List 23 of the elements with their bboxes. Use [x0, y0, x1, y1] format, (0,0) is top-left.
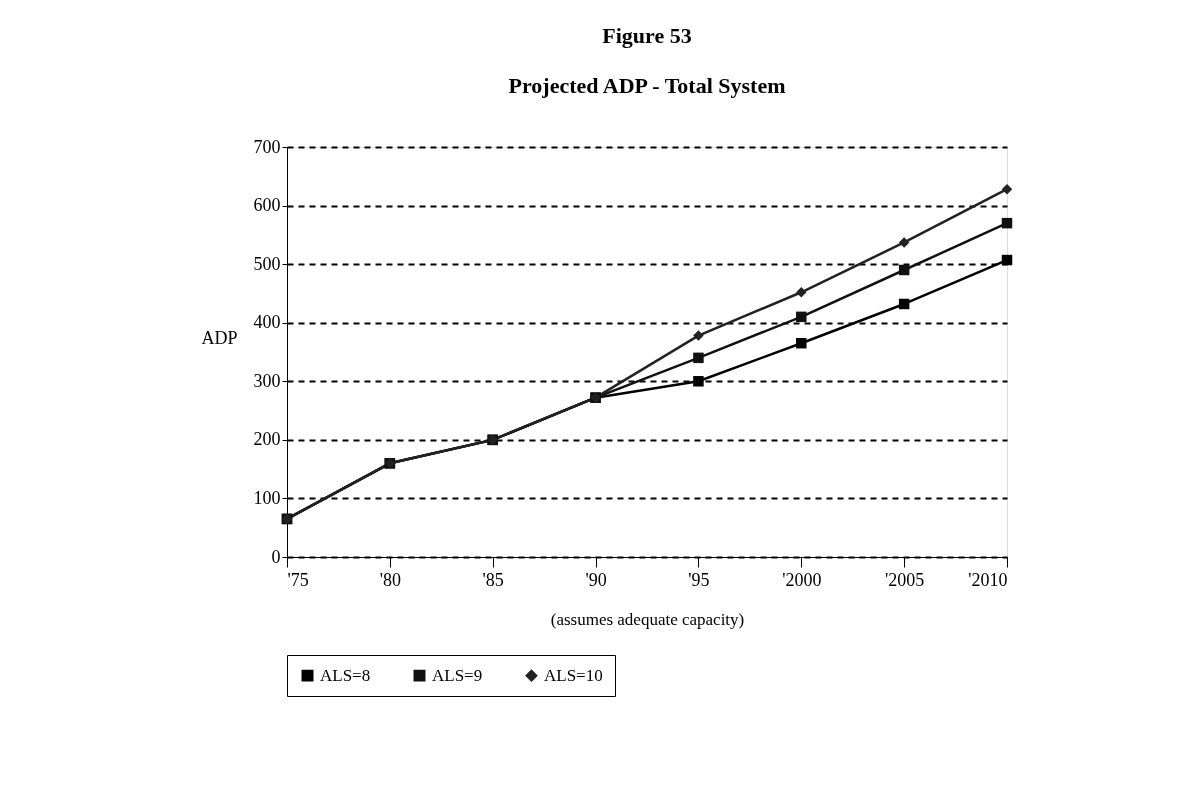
legend-label: ALS=9 — [432, 665, 483, 685]
y-tick-label: 0 — [271, 546, 281, 567]
x-tick-label: '2005 — [885, 569, 925, 590]
x-tick-label: '2010 — [968, 569, 1008, 590]
y-tick-label: 500 — [253, 253, 281, 274]
y-tick-label: 700 — [253, 136, 281, 157]
x-tick-label: '90 — [585, 569, 607, 590]
y-tick-label: 300 — [253, 370, 281, 391]
x-tick-label: '75 — [287, 569, 309, 590]
legend-label: ALS=8 — [320, 665, 371, 685]
x-tick-label: '85 — [482, 569, 504, 590]
x-axis-title: (assumes adequate capacity) — [550, 609, 745, 629]
y-tick-label: 400 — [253, 312, 281, 333]
y-axis-title: ADP — [201, 327, 238, 348]
legend-label: ALS=10 — [544, 665, 603, 685]
y-tick-label: 200 — [253, 429, 281, 450]
y-tick-label: 600 — [253, 195, 281, 216]
x-tick-label: '80 — [379, 569, 401, 590]
y-tick-label: 100 — [253, 487, 281, 508]
chart-subtitle: Projected ADP - Total System — [508, 73, 786, 98]
chart-title: Figure 53 — [602, 23, 692, 48]
x-tick-label: '2000 — [782, 569, 822, 590]
x-tick-label: '95 — [688, 569, 710, 590]
